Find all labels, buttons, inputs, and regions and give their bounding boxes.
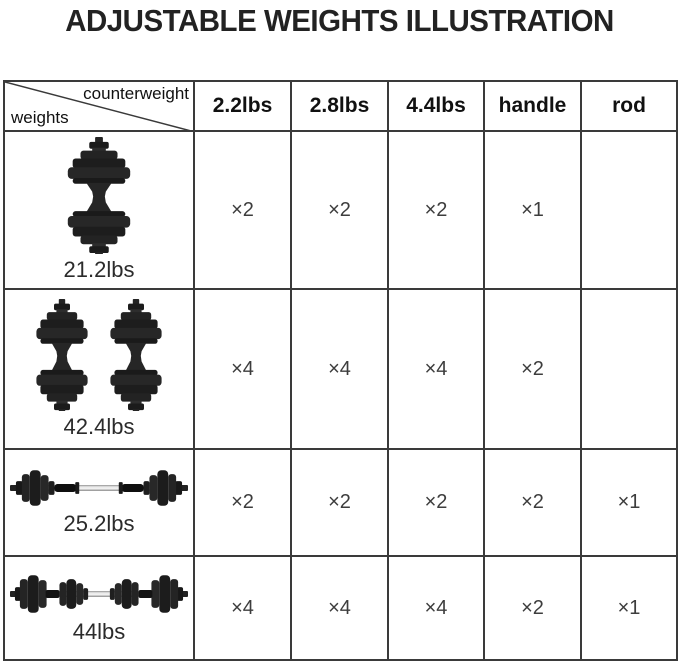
- corner-header-cell: counterweight weights: [5, 82, 195, 132]
- column-header-handle: handle: [485, 82, 582, 132]
- count-cell: ×2: [292, 450, 389, 557]
- weight-label: 42.4lbs: [63, 413, 135, 439]
- count-cell: ×1: [485, 132, 582, 290]
- count-cell: ×2: [389, 132, 485, 290]
- count-cell: ×2: [485, 290, 582, 450]
- count-cell: ×2: [485, 450, 582, 557]
- weight-label: 25.2lbs: [63, 511, 135, 537]
- count-cell: ×4: [389, 557, 485, 661]
- column-header-rod: rod: [582, 82, 678, 132]
- corner-label-weights: weights: [11, 108, 69, 127]
- page-title: ADJUSTABLE WEIGHTS ILLUSTRATION: [65, 3, 614, 38]
- corner-label-counterweight: counterweight: [83, 84, 189, 103]
- count-cell: [582, 290, 678, 450]
- count-cell: [582, 132, 678, 290]
- diagonal-divider-line: [5, 82, 195, 132]
- weight-label: 44lbs: [72, 618, 126, 644]
- short-barbell-illustration: [10, 468, 188, 508]
- column-header-2-8lbs: 2.8lbs: [292, 82, 389, 132]
- weight-row-44lbs: 44lbs: [5, 557, 195, 661]
- long-barbell-illustration: [10, 572, 188, 616]
- dumbbell-pair-illustration: [30, 298, 168, 411]
- count-cell: ×2: [485, 557, 582, 661]
- count-cell: ×2: [195, 132, 292, 290]
- dumbbell-left-illustration: [36, 298, 88, 411]
- weight-row-21-2lbs: 21.2lbs: [5, 132, 195, 290]
- count-cell: ×4: [292, 557, 389, 661]
- count-cell: ×4: [389, 290, 485, 450]
- column-header-4-4lbs: 4.4lbs: [389, 82, 485, 132]
- count-cell: ×4: [292, 290, 389, 450]
- weights-table: counterweight weights 2.2lbs 2.8lbs 4.4l…: [3, 80, 678, 661]
- weight-row-25-2lbs: 25.2lbs: [5, 450, 195, 557]
- dumbbell-right-illustration: [110, 298, 162, 411]
- count-cell: ×2: [389, 450, 485, 557]
- column-header-2-2lbs: 2.2lbs: [195, 82, 292, 132]
- single-dumbbell-illustration: [67, 137, 131, 255]
- weight-row-42-4lbs: 42.4lbs: [5, 290, 195, 450]
- count-cell: ×4: [195, 290, 292, 450]
- count-cell: ×1: [582, 450, 678, 557]
- weight-label: 21.2lbs: [63, 257, 135, 283]
- count-cell: ×2: [195, 450, 292, 557]
- count-cell: ×4: [195, 557, 292, 661]
- count-cell: ×2: [292, 132, 389, 290]
- count-cell: ×1: [582, 557, 678, 661]
